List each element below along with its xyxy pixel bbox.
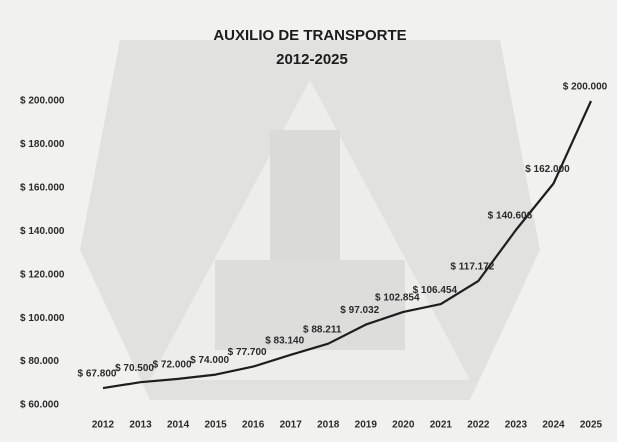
data-label: $ 162.000 (525, 164, 570, 175)
x-tick-label: 2015 (204, 420, 227, 431)
chart-subtitle: 2012-2025 (276, 51, 348, 68)
x-tick-label: 2024 (542, 420, 565, 431)
data-label: $ 72.000 (153, 360, 192, 371)
data-label: $ 88.211 (303, 324, 342, 335)
data-label: $ 97.032 (340, 305, 379, 316)
x-tick-label: 2022 (467, 420, 490, 431)
data-label: $ 83.140 (265, 335, 304, 346)
y-tick-label: $ 60.000 (20, 400, 59, 411)
y-tick-label: $ 140.000 (20, 226, 65, 237)
data-label: $ 200.000 (563, 82, 608, 93)
x-tick-label: 2017 (280, 420, 303, 431)
data-label: $ 117.172 (450, 261, 494, 272)
data-label: $ 67.800 (78, 369, 117, 380)
data-label: $ 70.500 (115, 363, 154, 374)
x-tick-label: 2018 (317, 420, 340, 431)
data-label: $ 74.000 (190, 355, 229, 366)
y-tick-label: $ 120.000 (20, 269, 65, 280)
x-tick-label: 2025 (580, 420, 603, 431)
y-tick-label: $ 160.000 (20, 182, 65, 193)
x-tick-label: 2023 (505, 420, 528, 431)
x-tick-label: 2021 (430, 420, 453, 431)
y-tick-label: $ 80.000 (20, 356, 59, 367)
y-tick-label: $ 180.000 (20, 139, 65, 150)
data-label: $ 106.454 (413, 285, 458, 296)
y-tick-label: $ 200.000 (20, 96, 65, 107)
data-label: $ 77.700 (228, 347, 267, 358)
chart-title: AUXILIO DE TRANSPORTE (213, 27, 406, 44)
x-tick-label: 2013 (129, 420, 152, 431)
line (102, 100, 593, 390)
watermark (80, 40, 540, 400)
x-tick-label: 2020 (392, 420, 415, 431)
data-label: $ 140.606 (488, 211, 533, 222)
x-tick-label: 2019 (355, 420, 378, 431)
x-tick-label: 2014 (167, 420, 190, 431)
y-tick-label: $ 100.000 (20, 313, 65, 324)
x-tick-label: 2016 (242, 420, 265, 431)
data-label: $ 102.854 (375, 293, 420, 304)
x-tick-label: 2012 (92, 420, 115, 431)
